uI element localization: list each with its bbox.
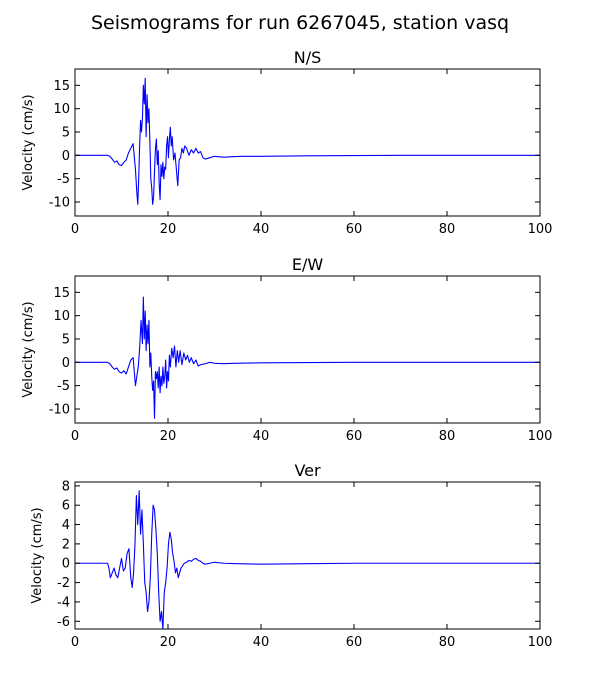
x-tick-label: 40 [253,635,270,650]
x-tick-label: 60 [346,429,363,444]
y-axis-label: Velocity (cm/s) [21,301,36,397]
axes-frame [74,68,541,217]
y-tick-label: 0 [62,356,70,371]
y-tick-label: -10 [49,403,70,418]
y-axis-label: Velocity (cm/s) [30,507,45,603]
x-tick-label: 60 [346,635,363,650]
subplot-title: E/W [292,255,324,274]
x-tick-label: 100 [528,429,553,444]
series-line-0 [75,296,540,419]
y-tick-label: 5 [62,126,70,141]
y-tick-label: -6 [57,615,70,630]
x-tick-label: 80 [439,429,456,444]
axes-frame [74,481,541,630]
subplot-1: E/W 0 20 40 60 80 100 -10 -5 0 5 10 15 Velocity (cm/s… [21,255,552,444]
y-tick-label: -5 [57,379,70,394]
x-tick-label: 0 [71,429,79,444]
x-tick-label: 100 [528,635,553,650]
subplot-title: Ver [294,461,321,480]
y-tick-label: 10 [53,102,70,117]
x-tick-label: 20 [160,222,177,237]
x-tick-label: 40 [253,429,270,444]
y-tick-label: -5 [57,172,70,187]
x-tick-label: 80 [439,635,456,650]
subplot-title: N/S [294,48,322,67]
y-tick-label: 6 [62,499,70,514]
x-tick-label: 0 [71,222,79,237]
x-tick-label: 20 [160,429,177,444]
y-tick-label: 0 [62,557,70,572]
y-tick-label: -4 [57,595,70,610]
x-tick-label: 20 [160,635,177,650]
subplot-2: Ver 0 20 40 60 80 100 -6 -4 -2 0 2 4 6 8 Velocity (cm/s… [30,461,552,650]
series-line-0 [75,77,540,205]
x-tick-label: 80 [439,222,456,237]
y-tick-label: -2 [57,576,70,591]
y-tick-label: 0 [62,149,70,164]
y-tick-label: 10 [53,309,70,324]
figure-suptitle: Seismograms for run 6267045, station vas… [91,12,509,34]
y-tick-label: -10 [49,196,70,211]
y-tick-label: 15 [53,79,70,94]
y-tick-label: 2 [62,537,70,552]
y-tick-label: 15 [53,286,70,301]
x-tick-label: 60 [346,222,363,237]
x-tick-label: 100 [528,222,553,237]
x-tick-label: 0 [71,635,79,650]
y-tick-label: 4 [62,518,70,533]
subplot-0: N/S 0 20 40 60 80 100 -10 -5 0 5 10 15 Velocity (cm/s… [21,48,552,237]
y-axis-label: Velocity (cm/s) [21,94,36,190]
series-line-0 [75,490,540,629]
y-tick-label: 5 [62,333,70,348]
axes-frame [74,275,541,424]
y-tick-label: 8 [62,479,70,494]
x-tick-label: 40 [253,222,270,237]
